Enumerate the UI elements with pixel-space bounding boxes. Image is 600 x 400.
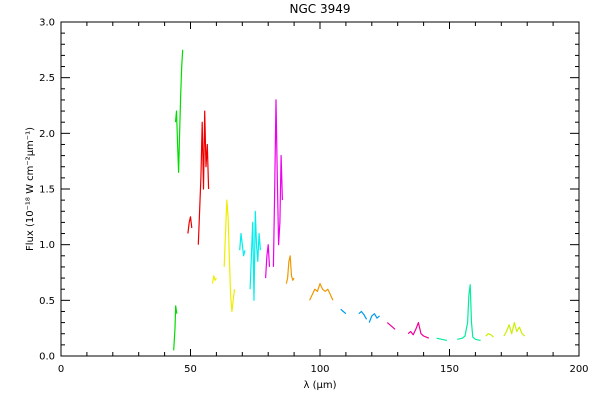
spectrum-segment-6	[239, 232, 246, 257]
spectrum-segment-4	[211, 275, 217, 284]
y-ticks: 0.0 0.5 1.0 1.5 2.0 2.5 3.0	[39, 18, 579, 363]
spectrum-segment-13	[358, 310, 368, 320]
spectrum-segment-5	[223, 199, 236, 313]
spectrum-segment-16	[407, 322, 430, 339]
spectrum-segment-9	[272, 99, 283, 267]
x-ticks: 0 50 100 150 200	[58, 22, 589, 375]
spectrum-segment-8	[265, 244, 271, 279]
spectrum-segment-1	[174, 49, 184, 173]
series-layer	[173, 49, 525, 351]
x-tick-label: 50	[184, 364, 197, 375]
spectrum-segment-10	[285, 255, 295, 284]
x-axis-title: λ (μm)	[303, 380, 336, 391]
y-tick-label: 3.0	[39, 18, 55, 29]
spectrum-segment-12	[340, 308, 347, 315]
spectrum-segment-15	[386, 322, 396, 330]
chart-title: NGC 3949	[289, 2, 350, 16]
spectrum-segment-11	[309, 283, 334, 301]
plot-frame	[60, 21, 580, 357]
x-tick-label: 150	[440, 364, 459, 375]
x-tick-label: 200	[569, 364, 588, 375]
y-tick-label: 1.5	[39, 185, 55, 196]
y-tick-label: 2.5	[39, 73, 55, 84]
y-tick-label: 0.5	[39, 296, 55, 307]
x-tick-label: 100	[310, 364, 329, 375]
y-axis-title: Flux (10⁻¹⁸ W cm⁻²μm⁻¹)	[25, 127, 36, 251]
y-tick-label: 1.0	[39, 240, 55, 251]
spectrum-segment-17	[436, 337, 448, 341]
x-tick-label: 0	[58, 364, 64, 375]
spectrum-segment-20	[503, 322, 525, 337]
y-tick-label: 0.0	[39, 352, 55, 363]
spectrum-segment-19	[485, 333, 494, 338]
spectrum-segment-3	[197, 110, 210, 245]
spectrum-segment-0	[173, 305, 178, 351]
y-tick-label: 2.0	[39, 129, 55, 140]
spectrum-segment-14	[368, 313, 380, 323]
spectrum-segment-2	[187, 216, 193, 234]
spectrum-segment-7	[249, 210, 261, 301]
spectrum-segment-18	[457, 284, 481, 341]
